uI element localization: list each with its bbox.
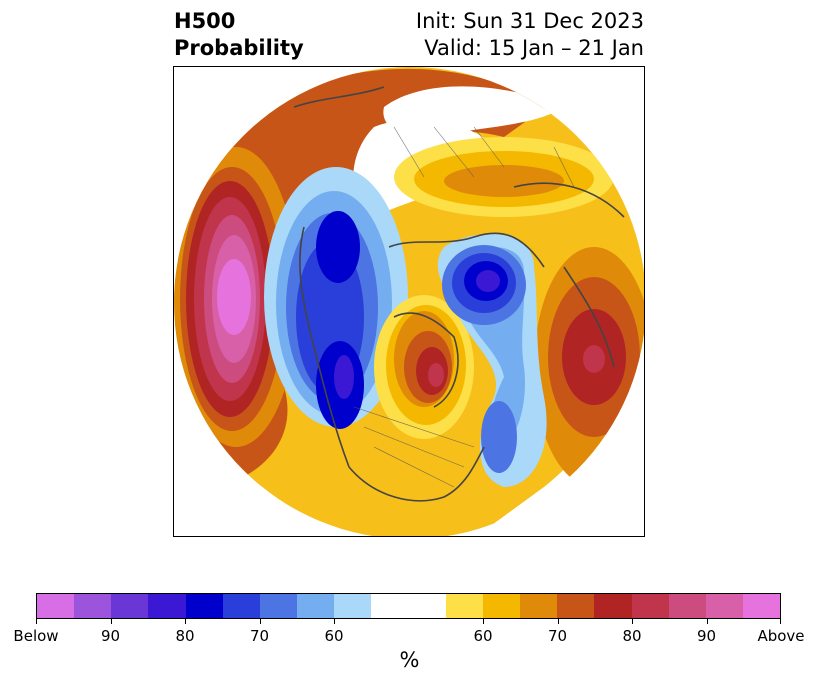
colorbar-segment xyxy=(297,594,335,618)
colorbar-segment xyxy=(668,594,706,618)
colorbar-segment xyxy=(37,594,75,618)
colorbar-tick xyxy=(557,619,559,624)
colorbar-tick-label: 60 xyxy=(324,627,344,645)
colorbar-tick-label: 70 xyxy=(547,627,568,645)
colorbar-tick-label: 60 xyxy=(473,627,493,645)
colorbar-segment xyxy=(557,594,595,618)
colorbar-tick xyxy=(334,619,335,624)
colorbar-segment xyxy=(742,594,781,618)
colorbar-labels: Below 90 80 70 60 60 70 80 90 Above xyxy=(13,627,804,647)
colorbar-tick-label: 80 xyxy=(175,627,195,645)
colorbar-segment xyxy=(594,594,632,618)
colorbar-segment xyxy=(185,594,223,618)
title-type: Probability xyxy=(174,36,304,60)
colorbar-segment xyxy=(705,594,743,618)
colorbar-tick-label: 70 xyxy=(249,627,270,645)
colorbar-tick xyxy=(110,619,112,624)
colorbar-segment xyxy=(148,594,186,618)
colorbar-tick-label: 80 xyxy=(622,627,642,645)
colorbar-tick-label: 90 xyxy=(696,627,717,645)
init-date-label: Init: Sun 31 Dec 2023 xyxy=(415,9,644,33)
title-variable: H500 xyxy=(174,9,236,33)
colorbar-tick-label: Below xyxy=(13,627,59,645)
polar-stereographic-map xyxy=(174,67,644,536)
colorbar-tick-label: Above xyxy=(757,627,805,645)
map-title-right: Init: Sun 31 Dec 2023 Valid: 15 Jan – 21… xyxy=(416,8,644,62)
colorbar-tick-label: 90 xyxy=(100,627,121,645)
coastlines xyxy=(293,86,625,502)
colorbar-segment xyxy=(520,594,558,618)
colorbar-segment xyxy=(334,594,372,618)
colorbar-tick xyxy=(780,619,781,624)
colorbar-segment xyxy=(74,594,112,618)
colorbar-segment xyxy=(259,594,298,618)
colorbar-tick xyxy=(483,619,484,624)
borders xyxy=(353,126,575,488)
colorbar-segment xyxy=(445,594,483,618)
colorbar-segment xyxy=(631,594,669,618)
map-title-left: H500 Probability xyxy=(174,8,304,62)
colorbar-segment xyxy=(222,594,260,618)
colorbar-ticks xyxy=(36,619,781,625)
colorbar xyxy=(36,593,781,619)
colorbar-tick xyxy=(706,619,708,624)
colorbar-segment xyxy=(408,594,446,618)
colorbar-segment xyxy=(111,594,149,618)
colorbar-tick xyxy=(259,619,261,624)
colorbar-tick xyxy=(185,619,186,624)
colorbar-tick xyxy=(632,619,633,624)
colorbar-unit: % xyxy=(399,648,420,672)
colorbar-segment xyxy=(482,594,521,618)
probability-map xyxy=(173,66,645,537)
colorbar-segment xyxy=(371,594,409,618)
valid-range-label: Valid: 15 Jan – 21 Jan xyxy=(424,36,644,60)
colorbar-tick xyxy=(36,619,37,624)
